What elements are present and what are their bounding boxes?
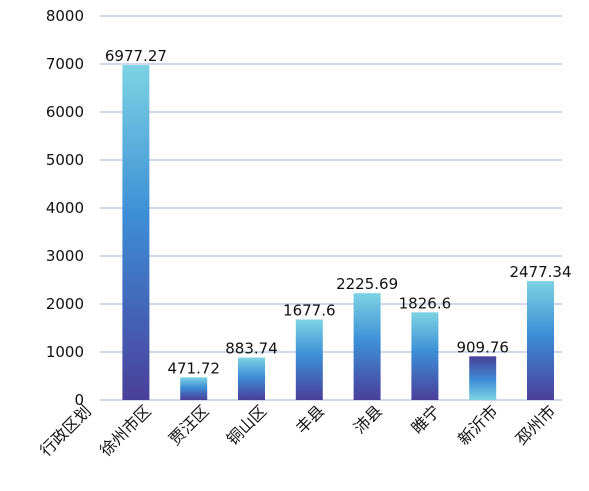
category-label-沛县: 沛县: [350, 401, 386, 437]
y-tick-label-7000: 7000: [46, 55, 84, 73]
y-tick-label-6000: 6000: [46, 103, 84, 121]
y-tick-label-5000: 5000: [46, 151, 84, 169]
bars: [122, 65, 554, 401]
bar-沛县: [353, 293, 381, 400]
category-label-丰县: 丰县: [292, 401, 328, 437]
bar-睢宁: [411, 312, 439, 400]
y-tick-label-4000: 4000: [46, 199, 84, 217]
category-labels: 徐州市区 贾汪区 铜山区 丰县 沛县 睢宁 新沂市 邳州市: [96, 401, 559, 460]
bar-丰县: [295, 319, 323, 400]
bar-贾汪区: [180, 377, 208, 400]
bar-铜山区: [238, 357, 265, 400]
value-label-邳州市: 2477.34: [509, 263, 571, 281]
value-label-贾汪区: 471.72: [167, 359, 220, 377]
value-label-徐州市区: 6977.27: [105, 47, 167, 65]
y-tick-label-2000: 2000: [46, 295, 84, 313]
category-label-新沂市: 新沂市: [454, 401, 501, 448]
category-label-睢宁: 睢宁: [408, 401, 444, 437]
bar-徐州市区: [122, 65, 150, 401]
category-label-贾汪区: 贾汪区: [165, 401, 212, 448]
grid-lines: [100, 15, 562, 401]
bar-邳州市: [527, 281, 554, 400]
y-tick-label-8000: 8000: [46, 7, 84, 25]
value-label-沛县: 2225.69: [336, 275, 398, 293]
bar-新沂市: [469, 356, 497, 400]
category-label-徐州市区: 徐州市区: [96, 401, 155, 460]
category-label-邳州市: 邳州市: [512, 401, 559, 448]
y-axis-ticks: 0 1000 2000 3000 4000 5000 6000 7000 8000: [46, 7, 84, 409]
y-tick-label-0: 0: [74, 391, 84, 409]
x-axis-header-label: 行政区划: [36, 401, 95, 460]
category-label-铜山区: 铜山区: [223, 401, 270, 448]
value-label-新沂市: 909.76: [456, 338, 509, 356]
value-label-丰县: 1677.6: [283, 301, 336, 319]
y-tick-label-3000: 3000: [46, 247, 84, 265]
value-label-睢宁: 1826.6: [399, 294, 452, 312]
y-tick-label-1000: 1000: [46, 343, 84, 361]
value-label-铜山区: 883.74: [225, 340, 278, 358]
